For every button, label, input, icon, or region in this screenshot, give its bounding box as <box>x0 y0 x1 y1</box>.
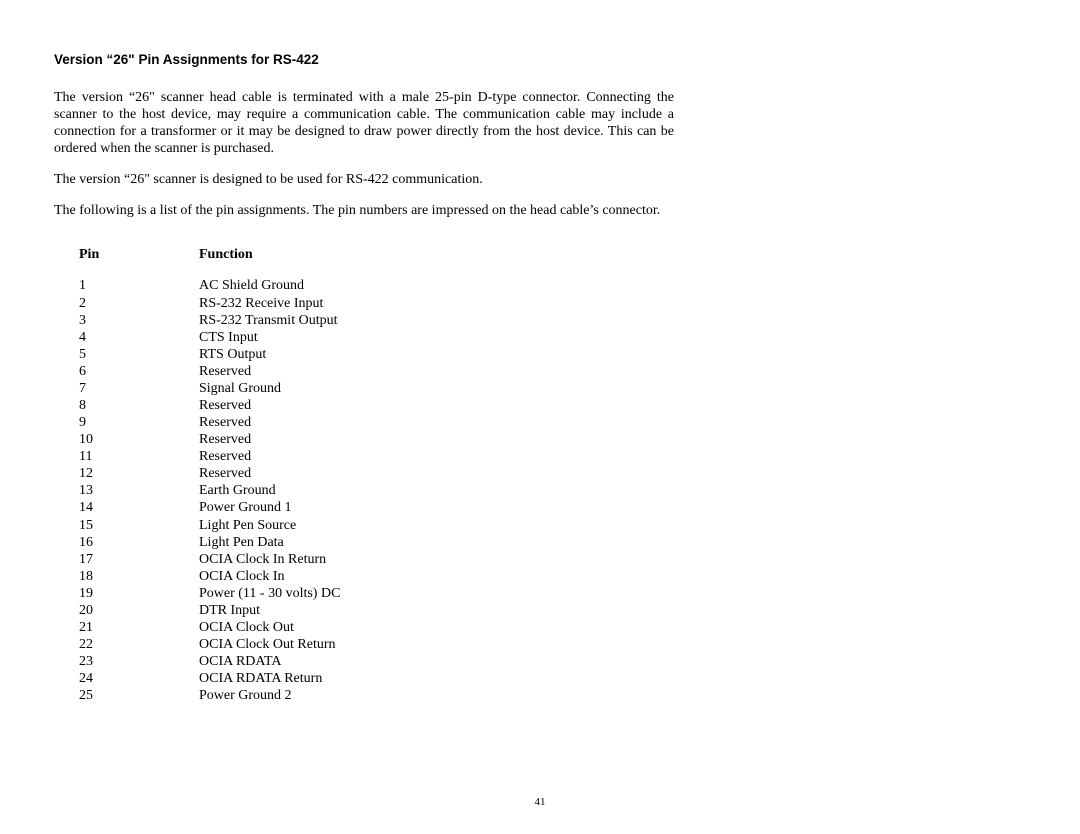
table-row: 1AC Shield Ground <box>79 277 1026 294</box>
table-row: 13Earth Ground <box>79 482 1026 499</box>
table-row: 17OCIA Clock In Return <box>79 551 1026 568</box>
paragraph: The version “26" scanner head cable is t… <box>54 89 674 157</box>
table-row: 3RS-232 Transmit Output <box>79 312 1026 329</box>
pin-function: DTR Input <box>199 602 260 619</box>
header-function: Function <box>199 247 253 263</box>
table-row: 19Power (11 - 30 volts) DC <box>79 585 1026 602</box>
table-row: 2RS-232 Receive Input <box>79 295 1026 312</box>
page-title: Version “26" Pin Assignments for RS-422 <box>54 52 1026 67</box>
table-row: 9Reserved <box>79 414 1026 431</box>
pin-number: 5 <box>79 346 199 363</box>
pin-function: RS-232 Transmit Output <box>199 312 337 329</box>
pin-number: 4 <box>79 329 199 346</box>
table-row: 23OCIA RDATA <box>79 653 1026 670</box>
pin-function: Light Pen Source <box>199 517 296 534</box>
pin-number: 14 <box>79 499 199 516</box>
pin-function: RTS Output <box>199 346 266 363</box>
table-row: 12Reserved <box>79 465 1026 482</box>
pin-number: 12 <box>79 465 199 482</box>
table-row: 18OCIA Clock In <box>79 568 1026 585</box>
pin-function: CTS Input <box>199 329 258 346</box>
table-row: 14Power Ground 1 <box>79 499 1026 516</box>
pin-number: 2 <box>79 295 199 312</box>
pin-function: Power Ground 2 <box>199 687 292 704</box>
pin-number: 25 <box>79 687 199 704</box>
pin-function: AC Shield Ground <box>199 277 304 294</box>
pin-number: 13 <box>79 482 199 499</box>
pin-function: Reserved <box>199 465 251 482</box>
pin-function: Reserved <box>199 363 251 380</box>
pin-function: OCIA RDATA Return <box>199 670 322 687</box>
table-row: 22OCIA Clock Out Return <box>79 636 1026 653</box>
pin-function: OCIA Clock In <box>199 568 285 585</box>
table-body: 1AC Shield Ground2RS-232 Receive Input3R… <box>79 277 1026 704</box>
pin-number: 20 <box>79 602 199 619</box>
table-row: 6Reserved <box>79 363 1026 380</box>
pin-function: Power Ground 1 <box>199 499 292 516</box>
table-row: 4CTS Input <box>79 329 1026 346</box>
pin-number: 11 <box>79 448 199 465</box>
pin-number: 9 <box>79 414 199 431</box>
page: Version “26" Pin Assignments for RS-422 … <box>0 0 1080 834</box>
pin-function: Signal Ground <box>199 380 281 397</box>
table-row: 5RTS Output <box>79 346 1026 363</box>
pin-number: 10 <box>79 431 199 448</box>
pin-function: OCIA Clock In Return <box>199 551 326 568</box>
table-row: 20DTR Input <box>79 602 1026 619</box>
table-row: 16Light Pen Data <box>79 534 1026 551</box>
pin-number: 6 <box>79 363 199 380</box>
pin-number: 16 <box>79 534 199 551</box>
pin-function: Light Pen Data <box>199 534 284 551</box>
pin-function: Power (11 - 30 volts) DC <box>199 585 340 602</box>
pin-function: Reserved <box>199 414 251 431</box>
pin-number: 22 <box>79 636 199 653</box>
pin-number: 18 <box>79 568 199 585</box>
table-row: 8Reserved <box>79 397 1026 414</box>
pin-function: OCIA Clock Out <box>199 619 294 636</box>
table-row: 15Light Pen Source <box>79 517 1026 534</box>
pin-number: 21 <box>79 619 199 636</box>
paragraph: The version “26" scanner is designed to … <box>54 171 674 188</box>
pin-function: Reserved <box>199 431 251 448</box>
table-header-row: Pin Function <box>79 247 1026 263</box>
table-row: 11Reserved <box>79 448 1026 465</box>
table-row: 24OCIA RDATA Return <box>79 670 1026 687</box>
pin-function: Earth Ground <box>199 482 276 499</box>
pin-function: OCIA RDATA <box>199 653 282 670</box>
pin-number: 24 <box>79 670 199 687</box>
header-pin: Pin <box>79 247 199 263</box>
paragraph: The following is a list of the pin assig… <box>54 202 674 219</box>
pin-number: 8 <box>79 397 199 414</box>
table-row: 21OCIA Clock Out <box>79 619 1026 636</box>
table-row: 10Reserved <box>79 431 1026 448</box>
pin-number: 1 <box>79 277 199 294</box>
pin-number: 19 <box>79 585 199 602</box>
pin-number: 23 <box>79 653 199 670</box>
pin-function: Reserved <box>199 397 251 414</box>
pin-function: RS-232 Receive Input <box>199 295 323 312</box>
pin-number: 3 <box>79 312 199 329</box>
pin-function: OCIA Clock Out Return <box>199 636 336 653</box>
pin-number: 7 <box>79 380 199 397</box>
page-number: 41 <box>0 796 1080 808</box>
pin-number: 17 <box>79 551 199 568</box>
table-row: 25Power Ground 2 <box>79 687 1026 704</box>
pin-function: Reserved <box>199 448 251 465</box>
table-row: 7Signal Ground <box>79 380 1026 397</box>
pin-number: 15 <box>79 517 199 534</box>
pin-table: Pin Function 1AC Shield Ground2RS-232 Re… <box>79 247 1026 704</box>
